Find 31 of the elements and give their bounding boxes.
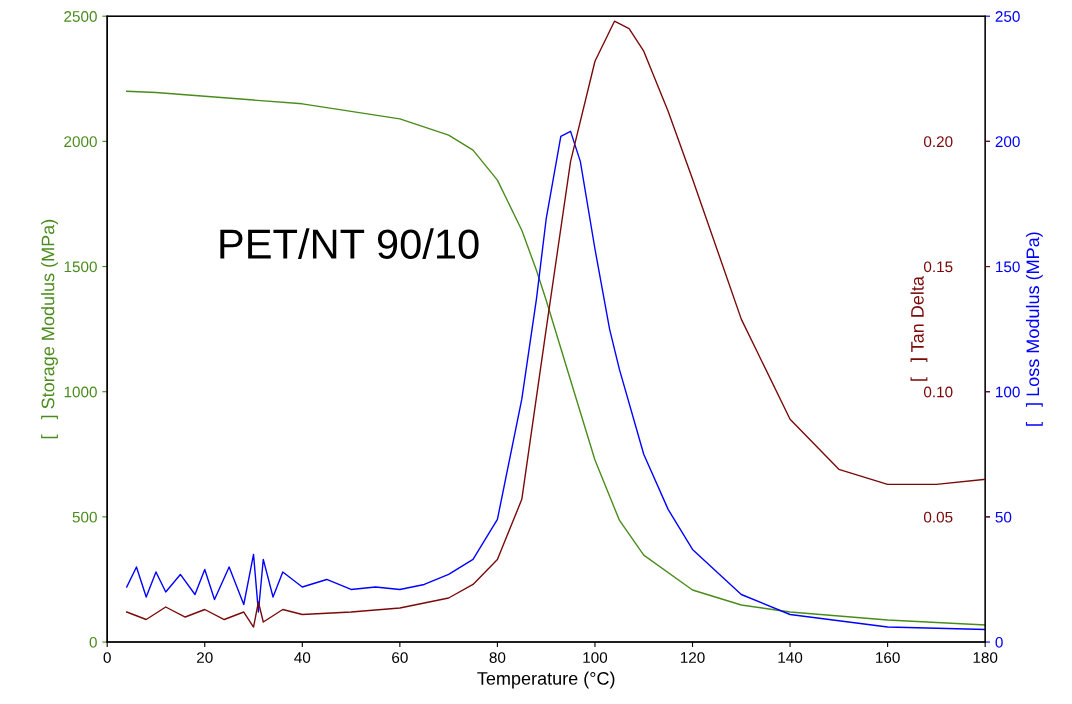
x-tick-label: 120 [680,652,705,663]
y3-tick-label: 250 [995,11,1020,22]
x-tick-label: 60 [392,652,408,663]
y3-tick-label: 0 [995,636,1003,648]
x-tick-label: 160 [876,652,900,663]
y-tick-label: 2500 [64,11,97,22]
y-tick-label: 0 [89,636,97,648]
y-tick-label: 500 [72,511,97,523]
y-tick-label: 1000 [64,386,97,398]
x-tick-label: 0 [103,652,111,663]
y2-tick-label: 0.20 [923,136,953,148]
annotation: PET/NT 90/10 [220,228,479,259]
x-tick-label: 180 [973,652,998,663]
y3-tick-label: 100 [996,386,1020,398]
y2-axis-title: [ ] Tan Delta [910,276,928,381]
y3-axis-title: [ ] Loss Modulus (MPa) [1025,232,1043,426]
y3-tick-label: 50 [995,511,1012,523]
y3-tick-label: 150 [996,261,1020,273]
x-tick-label: 40 [294,652,311,663]
x-tick-label: 100 [583,652,608,663]
y-axis-title: [ ] Storage Modulus (MPa) [41,219,58,439]
x-tick-label: 80 [489,652,506,663]
y2-tick-label: 0.05 [923,511,953,523]
y2-tick-label: 0.15 [923,261,953,273]
y3-tick-label: 200 [995,136,1020,148]
y-tick-label: 2000 [64,136,97,148]
x-tick-label: 20 [197,652,213,663]
x-tick-label: 140 [778,652,803,663]
y2-tick-label: 0.10 [923,386,953,398]
x-axis-title: Temperature (°C) [477,671,615,689]
y-tick-label: 1500 [64,261,97,273]
